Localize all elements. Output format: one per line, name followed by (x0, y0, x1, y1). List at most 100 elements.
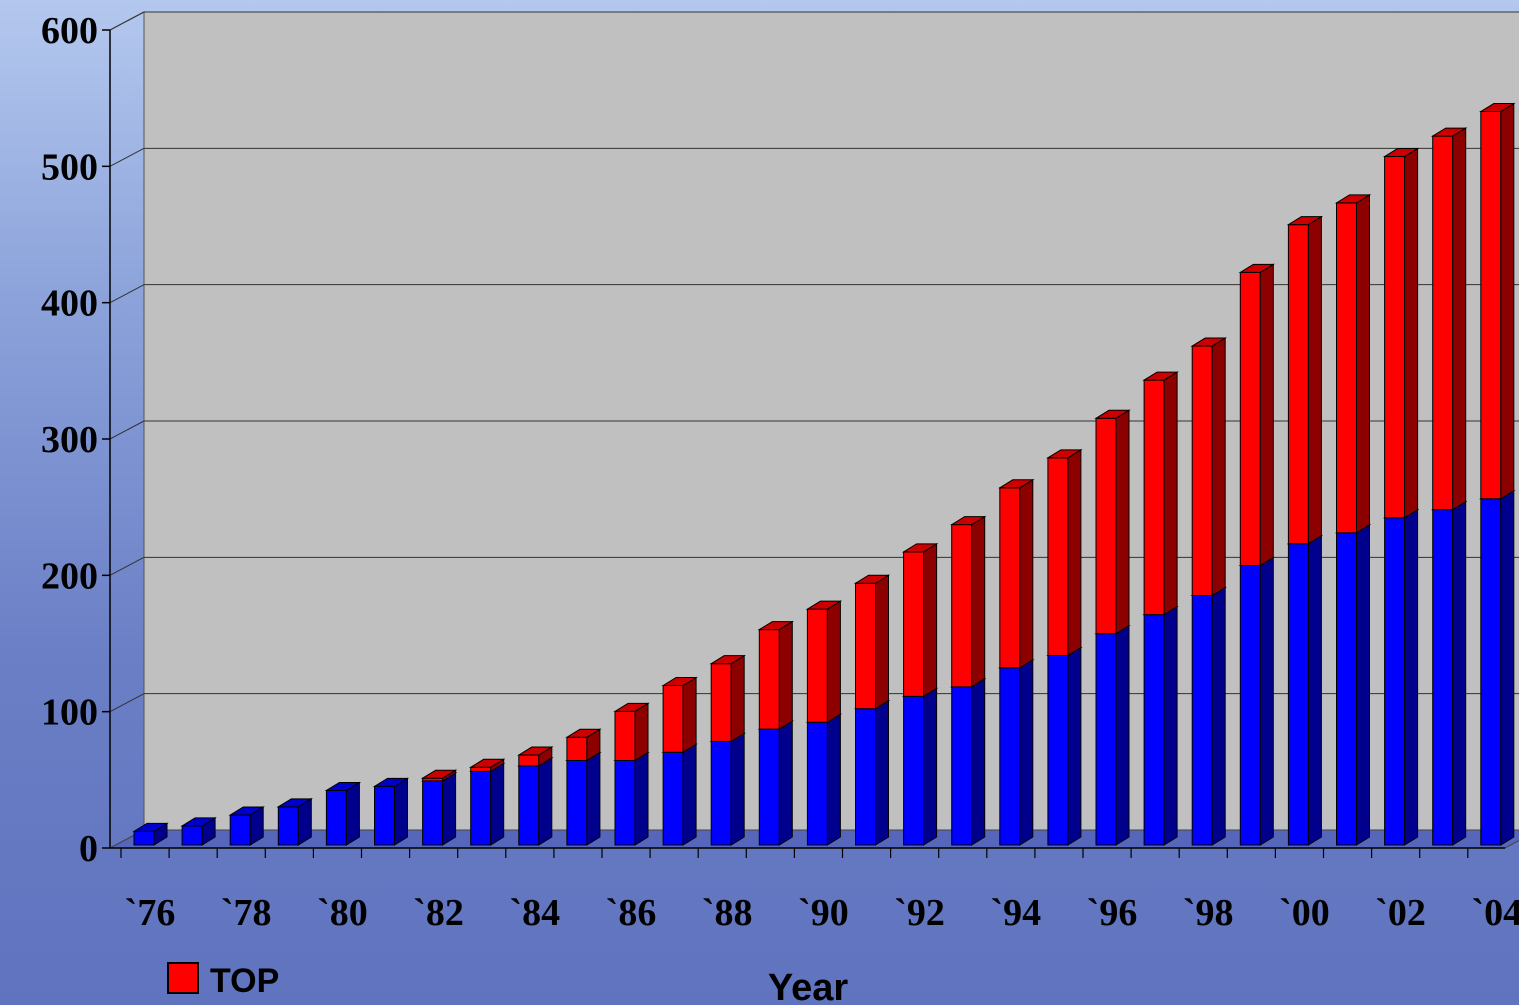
bar-front (662, 751, 684, 846)
bar-front (855, 582, 876, 710)
bar-top-02 (1382, 147, 1420, 519)
bar-top (613, 702, 650, 712)
bar-top (1190, 337, 1227, 347)
bar-side (1067, 646, 1082, 846)
bar-top-97 (1142, 371, 1179, 616)
bar-front (1480, 498, 1502, 846)
bar-front (710, 740, 732, 846)
bar-series-1-86 (613, 751, 650, 846)
bar-series-1-78 (228, 806, 265, 846)
bar-top-01 (1334, 193, 1372, 534)
bar-front (1239, 565, 1261, 846)
bar-side (1307, 534, 1322, 846)
bar-top-88 (709, 654, 746, 743)
bar-side (442, 772, 457, 846)
bar-front (758, 728, 780, 846)
bar-top-87 (661, 676, 698, 754)
bar-front (181, 825, 203, 846)
bar-top (517, 746, 554, 756)
bar-top (276, 798, 314, 808)
bar-series-1-92 (901, 687, 939, 846)
bar-series-1-90 (805, 713, 843, 846)
bar-top (1430, 127, 1468, 137)
bar-front (806, 608, 828, 723)
bar-side (1067, 448, 1082, 657)
x-axis-title: Year (768, 967, 849, 1005)
bar-top (661, 676, 698, 686)
bar-front (1047, 457, 1069, 656)
bar-front (1480, 111, 1502, 500)
gridline-side (109, 556, 145, 576)
x-tick-label: `88 (702, 892, 753, 934)
bar-series-1-91 (853, 699, 891, 846)
bar-top-03 (1430, 127, 1468, 511)
bar-front (566, 759, 588, 846)
bar-front (1143, 379, 1165, 616)
axes (102, 29, 1505, 858)
bar-side (826, 600, 841, 724)
bar-front (518, 754, 540, 767)
x-tick-label: `00 (1279, 892, 1330, 934)
bar-front (806, 721, 828, 846)
bar-side (1500, 102, 1515, 500)
bar-top (901, 543, 939, 553)
bar-side (1404, 147, 1419, 519)
gridline-side (109, 693, 145, 713)
y-tick-label: 500 (41, 146, 98, 188)
bar-front (903, 695, 925, 846)
bar-side (538, 757, 553, 846)
bar-top-04 (1479, 102, 1516, 500)
bar-series-1-82 (420, 772, 458, 846)
bar-front (614, 710, 636, 761)
bar-front (518, 765, 540, 846)
bar-side (490, 762, 505, 846)
bar-top (132, 822, 169, 832)
bar-front (1384, 156, 1406, 519)
bar-top-84 (517, 746, 554, 767)
x-tick-label: `86 (606, 892, 657, 934)
bar-top (1334, 194, 1372, 204)
bar-side (1115, 624, 1130, 846)
bar-front (758, 629, 780, 730)
bar-front (1287, 224, 1309, 545)
bar-top-96 (1094, 409, 1131, 635)
bar-front (855, 708, 876, 846)
legend-swatch-top (167, 962, 199, 994)
bar-side (1404, 508, 1419, 846)
y-tick-label: 400 (41, 283, 98, 325)
x-tick-label: `78 (221, 892, 272, 934)
bar-top-86 (613, 702, 650, 762)
bar-side (1452, 127, 1467, 511)
bar-series-1-81 (372, 777, 410, 846)
bar-series-1-94 (998, 658, 1035, 846)
bar-top-83 (468, 758, 506, 773)
bar-top (853, 574, 891, 584)
bar-top (180, 817, 217, 827)
bar-top-85 (565, 728, 602, 762)
x-tick-label: `80 (317, 892, 368, 934)
bar-side (1307, 215, 1322, 545)
bar-top (420, 769, 458, 779)
bar-side (1115, 409, 1130, 635)
bar-front (1191, 595, 1213, 846)
bar-side (1356, 523, 1370, 846)
bar-top (468, 758, 506, 768)
bar-side (778, 720, 793, 846)
bar-top-95 (1046, 448, 1083, 657)
legend: TOP (167, 962, 279, 1000)
bar-front (1336, 532, 1357, 846)
bar-top-98 (1190, 337, 1227, 597)
bar-side (682, 743, 697, 846)
gridline-side (109, 420, 145, 440)
bar-top (998, 479, 1035, 489)
bar-series-1-98 (1190, 586, 1227, 846)
bar-side (1019, 658, 1034, 846)
bar-series-1-02 (1382, 508, 1420, 846)
y-tick-label: 100 (41, 692, 98, 734)
bar-series-1-80 (324, 781, 362, 846)
bar-series-1-97 (1142, 605, 1179, 846)
bar-series-1-03 (1430, 500, 1468, 846)
x-tick-label: `84 (509, 892, 560, 934)
bar-top-90 (805, 600, 843, 724)
bar-top-99 (1238, 263, 1276, 567)
